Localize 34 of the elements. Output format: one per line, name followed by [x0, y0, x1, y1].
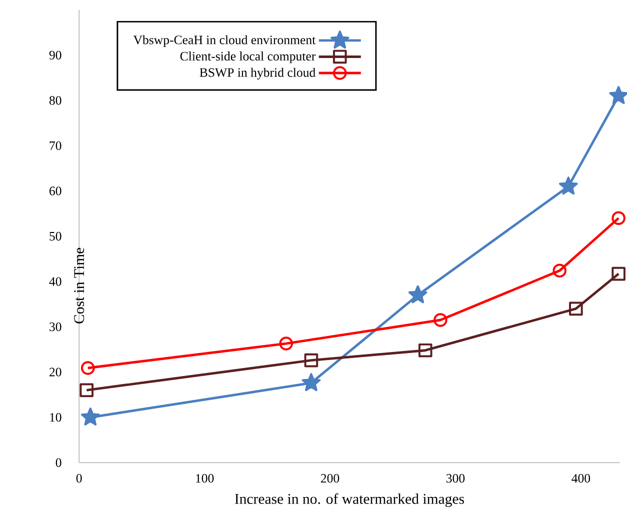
point [302, 373, 321, 392]
y-tick-label: 0 [56, 458, 62, 467]
point [552, 264, 566, 278]
point [279, 336, 293, 350]
x-tick-label: 0 [76, 474, 82, 483]
point [304, 353, 318, 368]
point [612, 211, 626, 226]
point [80, 383, 94, 398]
y-tick-label: 90 [49, 50, 62, 60]
y-tick-label: 40 [49, 277, 62, 286]
point [80, 407, 100, 426]
y-tick-label: 30 [50, 322, 62, 332]
y-tick-label: 70 [50, 141, 62, 150]
x-tick-label: 200 [320, 474, 340, 483]
x-tick-label: 400 [572, 474, 590, 483]
point [612, 266, 626, 281]
legend-label: BSWP in hybrid cloud [200, 68, 316, 80]
point [558, 176, 578, 195]
point [418, 343, 432, 358]
y-tick-label: 60 [50, 186, 62, 196]
y-tick-label: 10 [50, 413, 62, 422]
y-axis-title: Cost in Time [74, 248, 84, 324]
y-tick-label: 80 [49, 96, 62, 105]
x-tick-label: 300 [446, 474, 465, 483]
point [434, 313, 448, 327]
point [408, 285, 428, 304]
point [80, 361, 95, 375]
x-tick-label: 100 [196, 474, 214, 483]
x-axis-title: Increase in no. of watermarked images [234, 493, 464, 507]
y-tick-label: 20 [50, 368, 62, 376]
point [569, 302, 583, 316]
legend-label: Client-side local computer [180, 52, 316, 64]
y-tick-label: 50 [50, 232, 62, 241]
legend-label: Vbswp-CeaH in cloud environment [133, 35, 316, 47]
